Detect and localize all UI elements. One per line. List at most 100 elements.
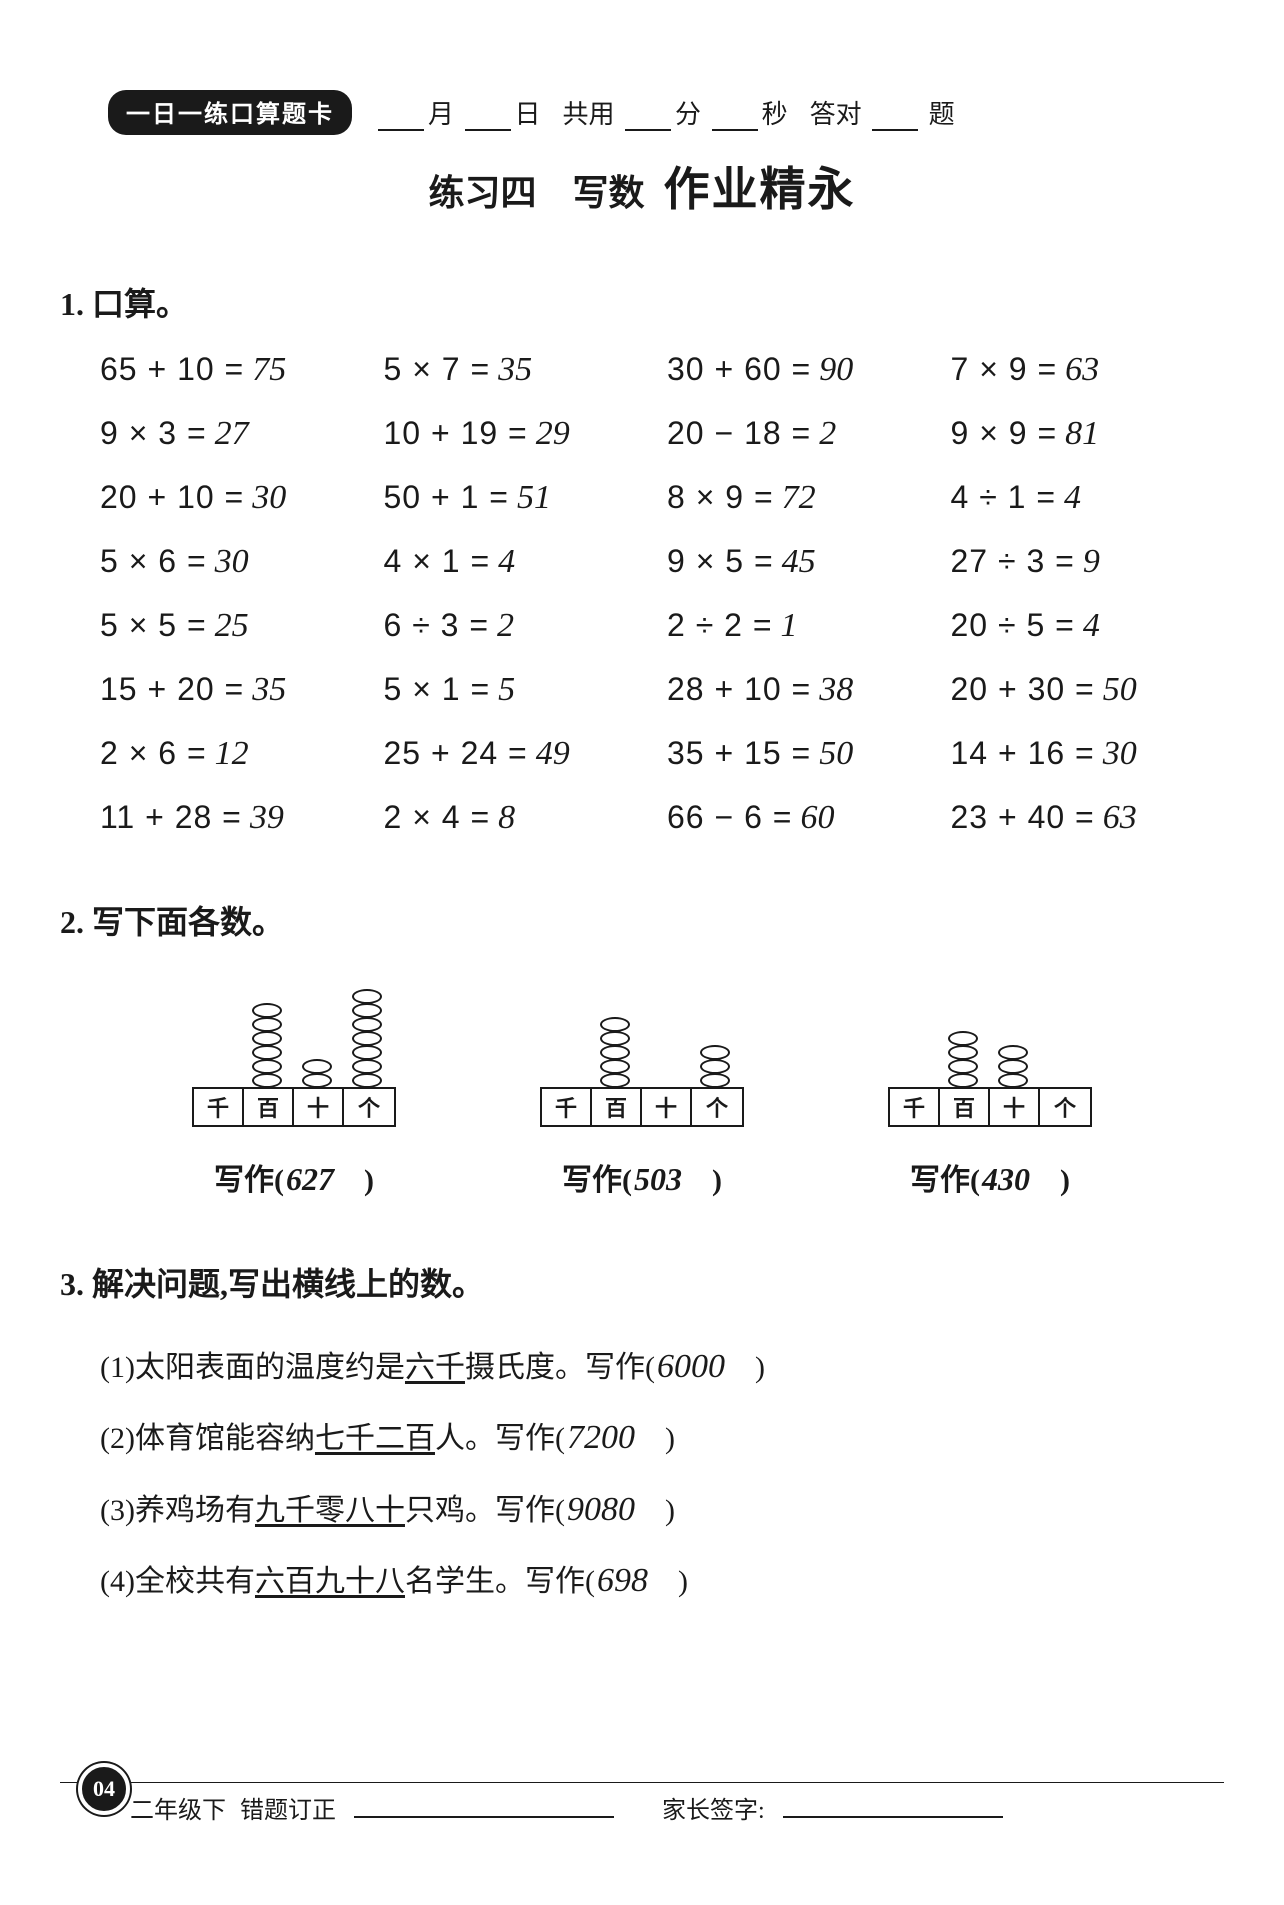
equation-answer[interactable]: 50 — [817, 735, 853, 773]
equation-answer[interactable]: 35 — [250, 671, 286, 709]
equation-answer[interactable]: 72 — [780, 479, 816, 517]
equation-answer[interactable]: 90 — [817, 351, 853, 389]
abacus-answer[interactable]: 430 — [980, 1161, 1030, 1198]
equation-answer[interactable]: 4 — [496, 543, 515, 581]
equation-question: 5 × 1 = — [384, 671, 491, 708]
write-suffix: ) — [635, 1494, 675, 1527]
abacus-bead — [352, 1073, 382, 1088]
abacus-bead — [600, 1045, 630, 1060]
equation-question: 2 × 4 = — [384, 799, 491, 836]
write-as-line: 写作(627 ) — [192, 1155, 396, 1199]
abacus-bead — [948, 1045, 978, 1060]
write-prefix: 写作( — [214, 1164, 284, 1197]
equation-answer[interactable]: 29 — [534, 415, 570, 453]
equation-question: 9 × 3 = — [100, 415, 207, 452]
equation-answer[interactable]: 4 — [1081, 607, 1100, 645]
equation-answer[interactable]: 27 — [213, 415, 249, 453]
equation-answer[interactable]: 30 — [213, 543, 249, 581]
equation-question: 5 × 6 = — [100, 543, 207, 580]
problem-underlined: 六百九十八 — [255, 1565, 405, 1598]
equation-answer[interactable]: 38 — [817, 671, 853, 709]
equation-answer[interactable]: 2 — [817, 415, 836, 453]
equation: 8 × 9 =72 — [667, 479, 941, 517]
equation-answer[interactable]: 2 — [495, 607, 514, 645]
equation-answer[interactable]: 63 — [1101, 799, 1137, 837]
equation-answer[interactable]: 81 — [1063, 415, 1099, 453]
equation: 14 + 16 =30 — [951, 735, 1225, 773]
equation-answer[interactable]: 45 — [780, 543, 816, 581]
equation-answer[interactable]: 51 — [515, 479, 551, 517]
place-label: 千 — [542, 1089, 592, 1125]
equation-question: 10 + 19 = — [384, 415, 528, 452]
signature-blank[interactable] — [783, 1789, 1003, 1818]
watermark-text: 作业精永 — [664, 153, 856, 219]
equation: 4 × 1 =4 — [384, 543, 658, 581]
equation-question: 20 + 30 = — [951, 671, 1095, 708]
abacus-bead — [998, 1045, 1028, 1060]
write-as-line: 写作(430 ) — [888, 1155, 1092, 1199]
equation-answer[interactable]: 60 — [798, 799, 834, 837]
page-number-badge: 04 — [78, 1763, 130, 1815]
equation-question: 8 × 9 = — [667, 479, 774, 516]
equation: 25 + 24 =49 — [384, 735, 658, 773]
abacus-bead — [252, 1073, 282, 1088]
abacus-rod — [690, 1045, 740, 1087]
equation-question: 50 + 1 = — [384, 479, 509, 516]
problem-index: (2) — [100, 1422, 135, 1455]
equation-answer[interactable]: 75 — [250, 351, 286, 389]
abacus — [192, 969, 396, 1089]
problem-answer[interactable]: 7200 — [565, 1402, 635, 1473]
problem-index: (4) — [100, 1565, 135, 1598]
abacus-bead — [600, 1073, 630, 1088]
problem-answer[interactable]: 9080 — [565, 1474, 635, 1545]
equation-answer[interactable]: 5 — [496, 671, 515, 709]
abacus-bead — [352, 1045, 382, 1060]
equation: 2 ÷ 2 =1 — [667, 607, 941, 645]
equation: 4 ÷ 1 =4 — [951, 479, 1225, 517]
equation-answer[interactable]: 30 — [1101, 735, 1137, 773]
equation: 5 × 6 =30 — [100, 543, 374, 581]
problem-underlined: 九千零八十 — [255, 1494, 405, 1527]
equation-answer[interactable]: 12 — [213, 735, 249, 773]
equation-answer[interactable]: 4 — [1062, 479, 1081, 517]
equation-question: 2 ÷ 2 = — [667, 607, 773, 644]
equation-answer[interactable]: 35 — [496, 351, 532, 389]
problem-answer[interactable]: 6000 — [655, 1331, 725, 1402]
equation-answer[interactable]: 63 — [1063, 351, 1099, 389]
equation-answer[interactable]: 8 — [496, 799, 515, 837]
month-blank[interactable] — [378, 100, 424, 131]
place-label: 个 — [1040, 1089, 1090, 1125]
abacus-rod — [292, 1059, 342, 1087]
write-suffix: ) — [334, 1164, 374, 1197]
equation-answer[interactable]: 30 — [250, 479, 286, 517]
problem-answer[interactable]: 698 — [595, 1545, 648, 1616]
abacus-answer[interactable]: 503 — [632, 1161, 682, 1198]
equation-answer[interactable]: 50 — [1101, 671, 1137, 709]
equation-answer[interactable]: 25 — [213, 607, 249, 645]
place-label: 百 — [592, 1089, 642, 1125]
correct-blank[interactable] — [872, 100, 918, 131]
write-suffix: ) — [1030, 1164, 1070, 1197]
problem-grid: 65 + 10 =755 × 7 =3530 + 60 =907 × 9 =63… — [60, 351, 1224, 837]
equation-answer[interactable]: 9 — [1081, 543, 1100, 581]
equation: 5 × 1 =5 — [384, 671, 658, 709]
problem-text-post: 人。 — [435, 1422, 495, 1455]
equation: 9 × 9 =81 — [951, 415, 1225, 453]
day-blank[interactable] — [465, 100, 511, 131]
equation-question: 20 − 18 = — [667, 415, 811, 452]
page-title: 练习四 写数 作业精永 — [60, 153, 1224, 219]
equation-answer[interactable]: 49 — [534, 735, 570, 773]
write-suffix: ) — [725, 1351, 765, 1384]
abacus-bead — [252, 1031, 282, 1046]
abacus-answer[interactable]: 627 — [284, 1161, 334, 1198]
write-prefix: 写作( — [495, 1494, 565, 1527]
equation: 10 + 19 =29 — [384, 415, 658, 453]
equation-answer[interactable]: 1 — [779, 607, 798, 645]
date-field: 月 日 — [374, 94, 541, 131]
corrections-blank[interactable] — [354, 1789, 614, 1818]
equation-answer[interactable]: 39 — [248, 799, 284, 837]
abacus-bead — [352, 1017, 382, 1032]
minutes-blank[interactable] — [625, 100, 671, 131]
word-problem: (3)养鸡场有九千零八十只鸡。写作(9080 ) — [100, 1474, 1224, 1545]
seconds-blank[interactable] — [712, 100, 758, 131]
